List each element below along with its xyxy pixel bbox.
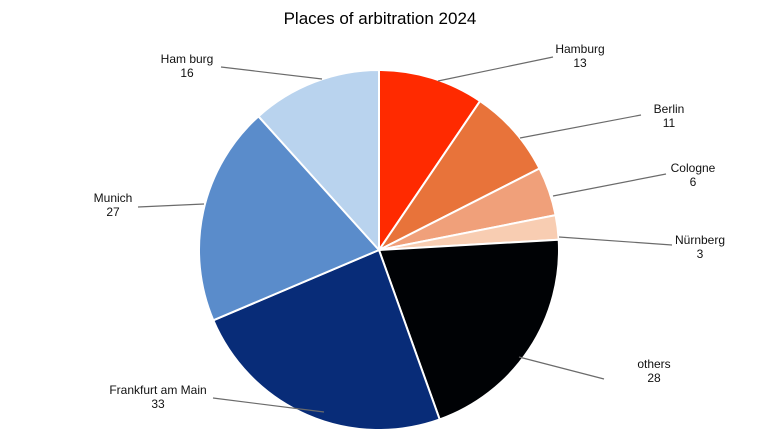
pie-slice-berlin xyxy=(378,99,541,251)
slice-label-value: 16 xyxy=(180,66,194,80)
leader-line xyxy=(519,114,642,139)
slice-label-value: 6 xyxy=(690,175,697,189)
slice-label-name: Nürnberg xyxy=(675,233,725,247)
slice-label-value: 33 xyxy=(151,397,165,411)
leader-line xyxy=(518,356,605,380)
pie-slice-hamburg xyxy=(378,68,482,254)
slice-label-name: Ham burg xyxy=(161,52,214,66)
slice-label-name: Cologne xyxy=(671,161,716,175)
leader-line xyxy=(212,397,325,413)
slice-label-name: Berlin xyxy=(654,102,685,116)
pie-slice-ham-burg xyxy=(257,68,380,253)
slice-label-value: 13 xyxy=(573,56,587,70)
leader-lines xyxy=(137,56,673,413)
leader-line xyxy=(558,236,673,246)
pie-slice-frankfurt-am-main xyxy=(211,248,441,431)
slice-label-name: Hamburg xyxy=(555,42,604,56)
slice-label-value: 28 xyxy=(647,371,661,385)
pie-slice-munich xyxy=(198,114,381,322)
slice-label-name: Munich xyxy=(94,191,133,205)
slice-label-value: 27 xyxy=(106,205,120,219)
slice-label-value: 11 xyxy=(663,116,676,130)
leader-line xyxy=(220,66,323,80)
leader-line xyxy=(437,56,554,82)
leader-line xyxy=(552,173,667,197)
leader-line xyxy=(137,203,205,208)
slice-label-value: 3 xyxy=(697,247,704,261)
chart-title: Places of arbitration 2024 xyxy=(284,9,477,28)
slice-label-name: others xyxy=(637,357,670,371)
slice-label-name: Frankfurt am Main xyxy=(109,383,206,397)
pie-slices xyxy=(198,68,560,431)
